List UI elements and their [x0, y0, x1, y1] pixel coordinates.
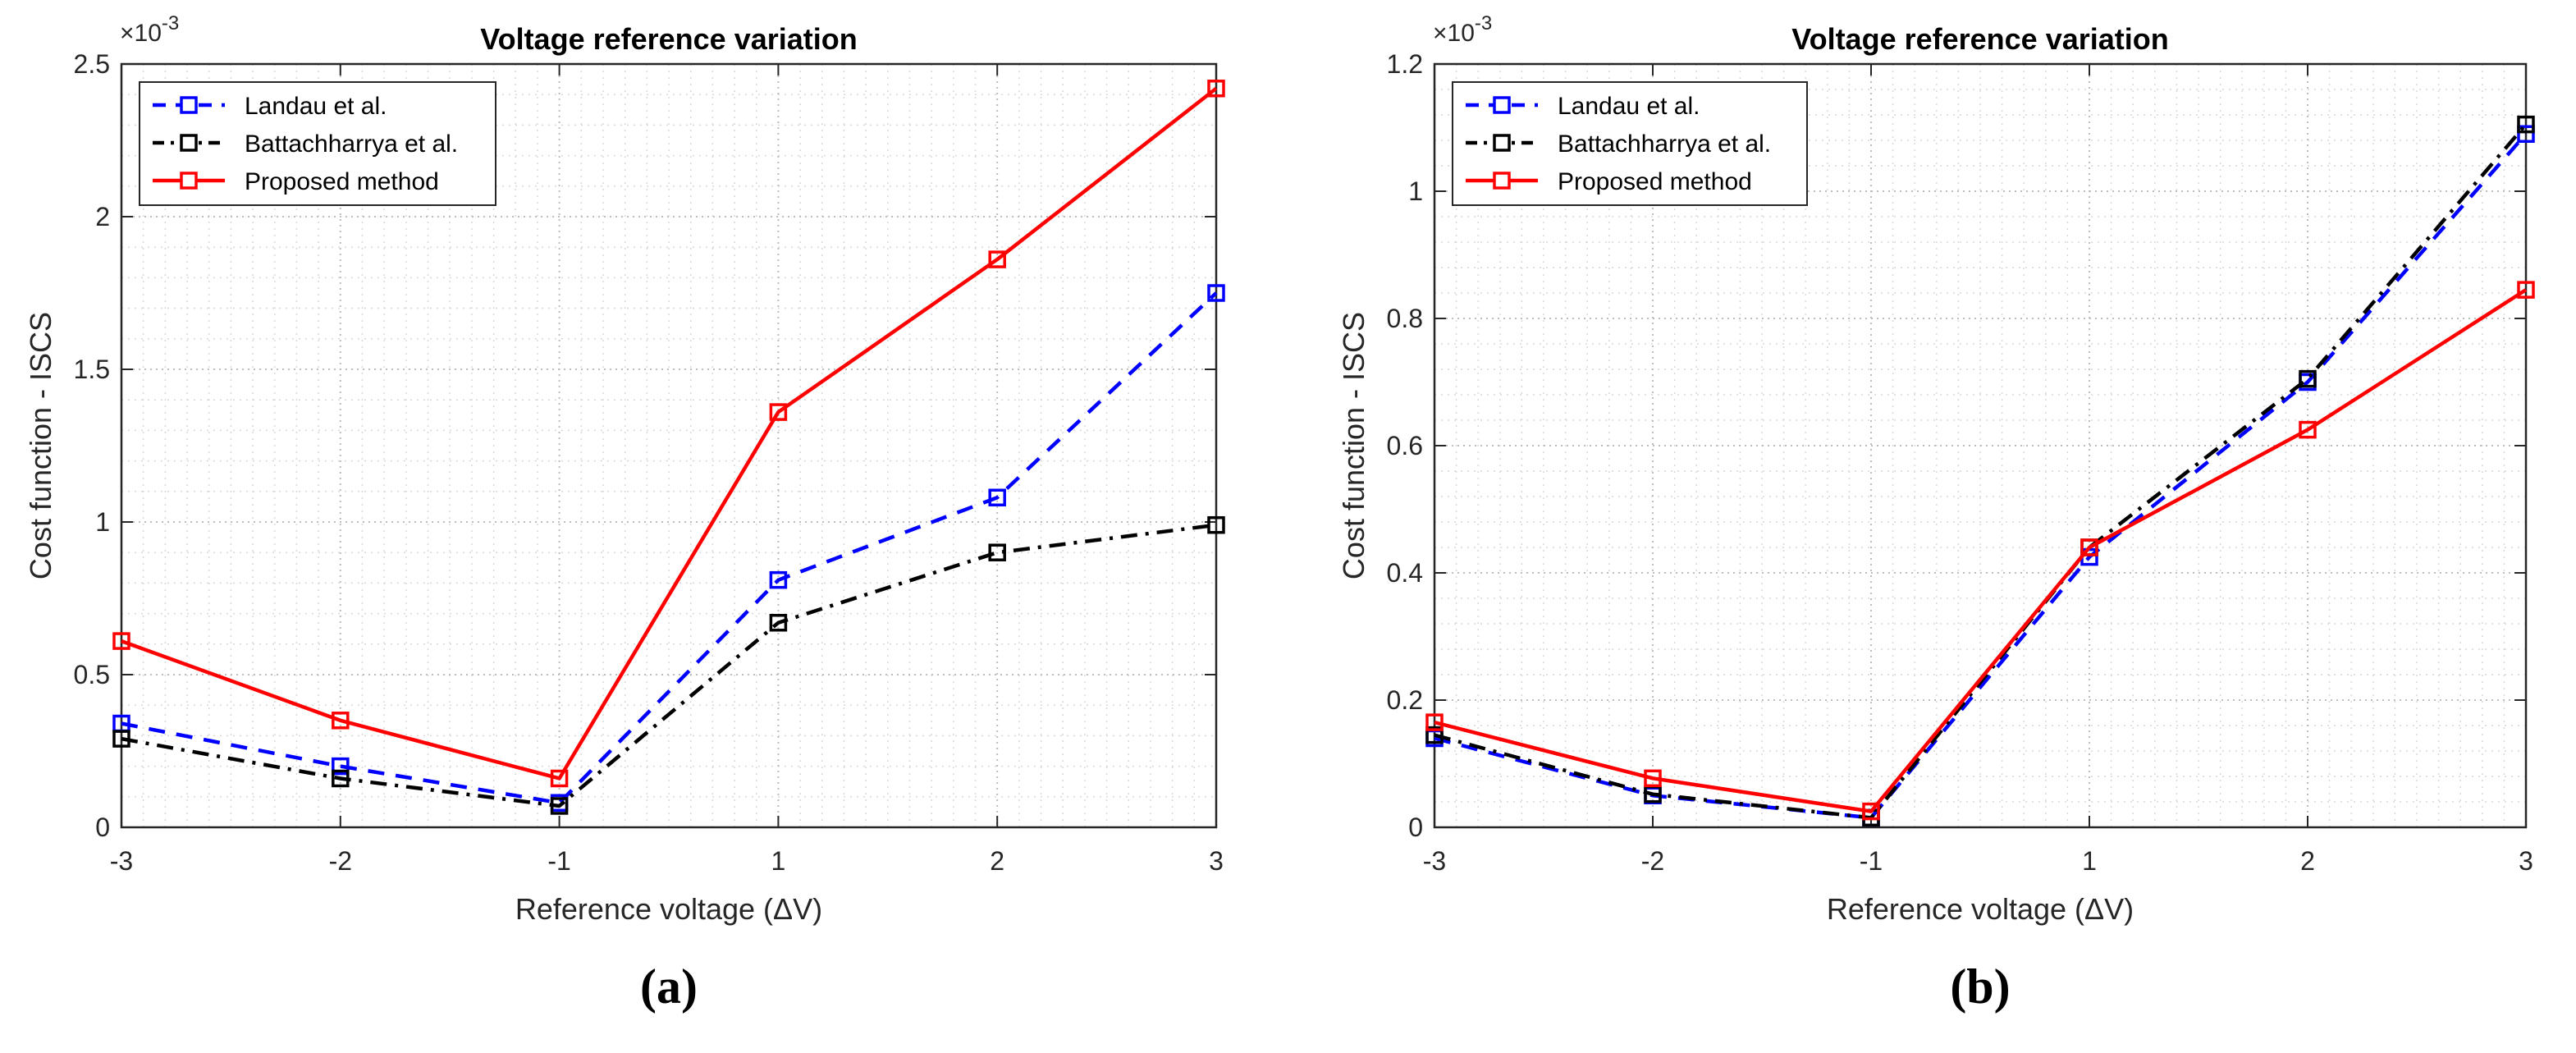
legend-marker — [1493, 172, 1511, 190]
y-exponent-label: ×10-3 — [120, 12, 179, 47]
data-point-marker — [2299, 420, 2317, 439]
data-point-marker — [769, 614, 788, 632]
data-point-marker — [769, 570, 788, 589]
y-tick-label: 2.5 — [74, 49, 110, 79]
chart-title: Voltage reference variation — [1791, 22, 2169, 56]
axes-box — [120, 62, 1218, 829]
series-line — [1434, 288, 2528, 813]
legend-entry-label: Landau et al. — [1558, 93, 1700, 120]
data-point-marker — [332, 712, 350, 730]
series-line — [121, 86, 1218, 781]
y-tick-label: 1 — [95, 507, 110, 537]
data-point-marker — [988, 250, 1006, 268]
data-point-marker — [988, 543, 1006, 561]
x-tick-label: 1 — [2082, 846, 2097, 876]
y-exponent-power: -3 — [1475, 12, 1492, 34]
data-point-marker — [112, 632, 130, 650]
data-point-marker — [1425, 726, 1444, 744]
panel-label: (b) — [1950, 959, 2010, 1014]
data-point-marker — [769, 403, 788, 421]
x-tick-label: 3 — [1209, 846, 1224, 876]
x-axis-label: Reference voltage (ΔV) — [515, 892, 822, 926]
legend-marker — [180, 172, 198, 190]
legend-marker — [180, 134, 198, 152]
legend-entry-label: Battachharrya et al. — [245, 130, 458, 158]
axes-box — [1433, 62, 2528, 829]
legend-entry-label: Landau et al. — [245, 93, 387, 120]
legend-marker — [1493, 96, 1511, 114]
x-tick-label: -2 — [1641, 846, 1664, 876]
y-tick-label: 0.4 — [1387, 558, 1423, 588]
data-point-marker — [550, 797, 569, 815]
data-point-marker — [2517, 125, 2535, 143]
x-tick-label: 3 — [2519, 846, 2533, 876]
data-point-marker — [988, 488, 1006, 506]
y-tick-label: 1 — [1408, 176, 1423, 206]
data-point-marker — [112, 730, 130, 748]
y-tick-label: 1.5 — [74, 355, 110, 384]
x-tick-label: 2 — [990, 846, 1004, 876]
data-point-marker — [332, 769, 350, 788]
data-point-marker — [332, 757, 350, 776]
data-point-marker — [1425, 713, 1444, 731]
y-tick-label: 2 — [95, 202, 110, 231]
panel-label: (a) — [640, 959, 698, 1014]
data-point-marker — [2299, 369, 2317, 388]
x-tick-label: -3 — [1423, 846, 1446, 876]
x-tick-label: -1 — [547, 846, 570, 876]
x-axis-label: Reference voltage (ΔV) — [1827, 892, 2134, 926]
y-tick-label: 0 — [1408, 813, 1423, 842]
data-point-marker — [1207, 80, 1225, 98]
y-tick-label: 0.6 — [1387, 431, 1423, 460]
legend-marker — [180, 96, 198, 114]
legend-entry-label: Proposed method — [245, 168, 439, 195]
data-point-marker — [1644, 769, 1662, 788]
y-exponent-power: -3 — [162, 12, 179, 34]
x-tick-label: 1 — [771, 846, 786, 876]
data-point-marker — [2517, 281, 2535, 299]
data-point-marker — [550, 769, 569, 788]
data-point-marker — [1862, 802, 1880, 821]
x-tick-label: -3 — [110, 846, 133, 876]
y-tick-label: 0.2 — [1387, 685, 1423, 715]
x-tick-label: 2 — [2300, 846, 2315, 876]
series-line — [121, 523, 1217, 808]
y-axis-label: Cost function - ISCS — [1337, 312, 1370, 579]
data-point-marker — [1207, 284, 1225, 302]
x-tick-label: -2 — [329, 846, 352, 876]
legend-marker — [1493, 134, 1511, 152]
y-tick-label: 0 — [95, 813, 110, 842]
chart-panel: -3 -2 -1 1 2 3 0 0.2 0.4 0.6 0.8 1 1.2 ×10-3 Voltage r… — [1337, 12, 2535, 1014]
x-tick-label: -1 — [1860, 846, 1883, 876]
chart-title: Voltage reference variation — [480, 22, 858, 56]
y-tick-label: 0.8 — [1387, 304, 1423, 333]
y-tick-label: 0.5 — [74, 660, 110, 689]
data-point-marker — [2080, 538, 2098, 556]
series-line — [1434, 123, 2528, 820]
legend-entry-label: Proposed method — [1558, 168, 1752, 195]
y-tick-label: 1.2 — [1387, 49, 1423, 79]
y-exponent-label: ×10-3 — [1433, 12, 1492, 47]
series-line — [121, 291, 1218, 805]
data-point-marker — [1207, 515, 1225, 534]
data-point-marker — [2517, 115, 2535, 134]
chart-panel: -3 -2 -1 1 2 3 0 0.5 1 1.5 2 2.5 ×10-3 Voltage refere… — [24, 12, 1225, 1014]
series-line — [1434, 132, 2528, 820]
y-axis-label: Cost function - ISCS — [24, 312, 57, 579]
legend-entry-label: Battachharrya et al. — [1558, 130, 1771, 158]
